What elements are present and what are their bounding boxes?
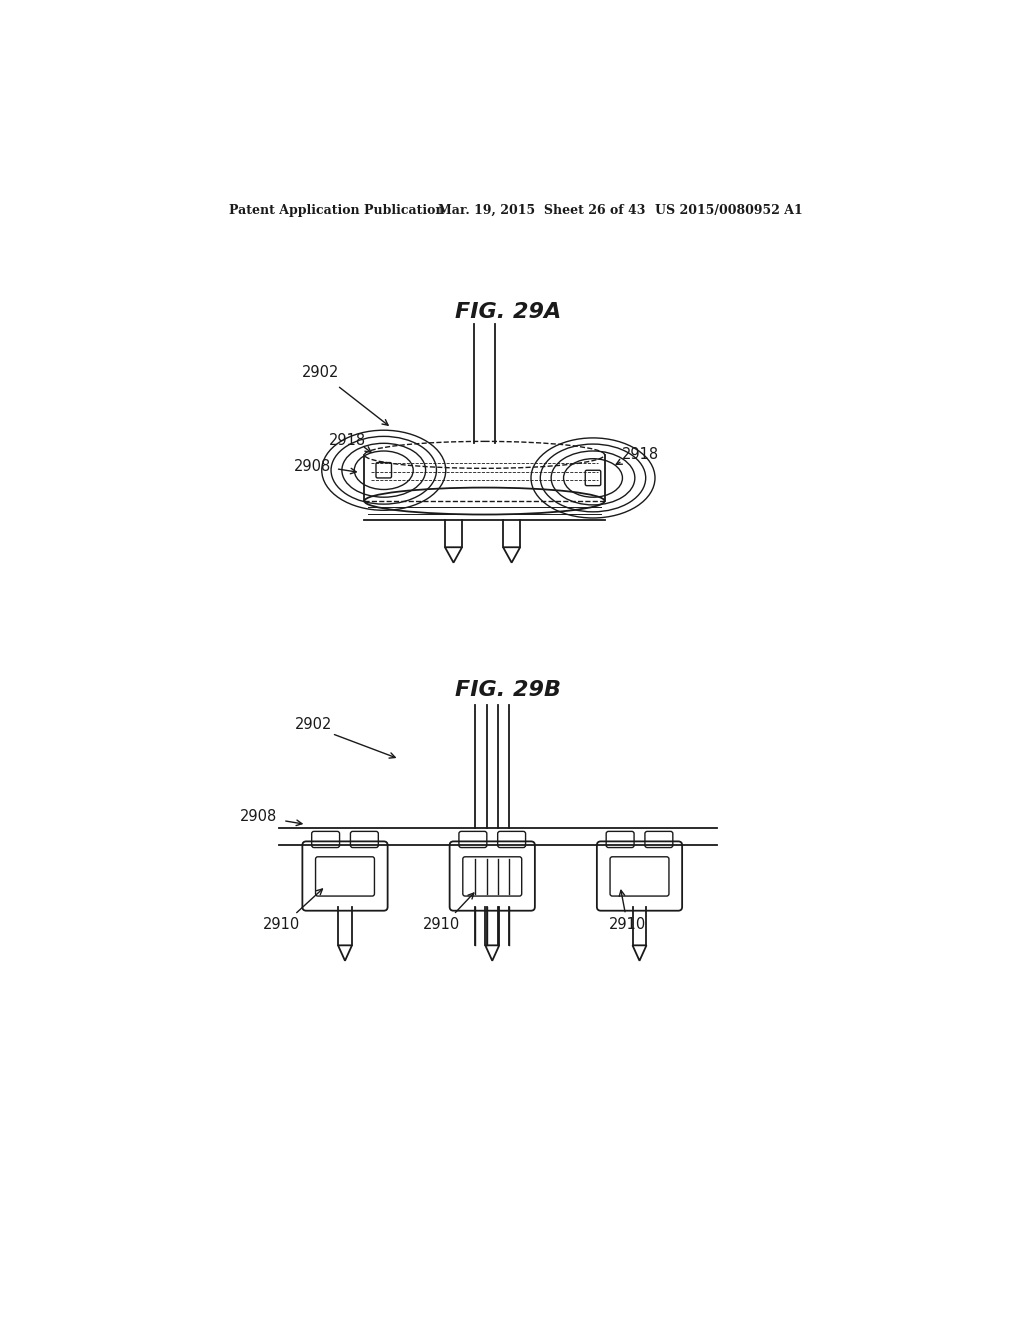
Text: 2918: 2918 — [622, 447, 658, 462]
Text: Mar. 19, 2015  Sheet 26 of 43: Mar. 19, 2015 Sheet 26 of 43 — [438, 205, 645, 218]
Text: 2902: 2902 — [295, 717, 333, 731]
Text: 2918: 2918 — [329, 433, 366, 449]
Text: 2902: 2902 — [301, 364, 339, 380]
Text: 2910: 2910 — [423, 917, 461, 932]
Text: 2908: 2908 — [294, 459, 331, 474]
Text: FIG. 29B: FIG. 29B — [455, 680, 561, 700]
Text: 2910: 2910 — [263, 917, 300, 932]
Text: FIG. 29A: FIG. 29A — [455, 302, 561, 322]
Text: US 2015/0080952 A1: US 2015/0080952 A1 — [655, 205, 803, 218]
Text: 2908: 2908 — [240, 809, 276, 824]
Text: Patent Application Publication: Patent Application Publication — [228, 205, 444, 218]
Text: 2910: 2910 — [609, 917, 646, 932]
